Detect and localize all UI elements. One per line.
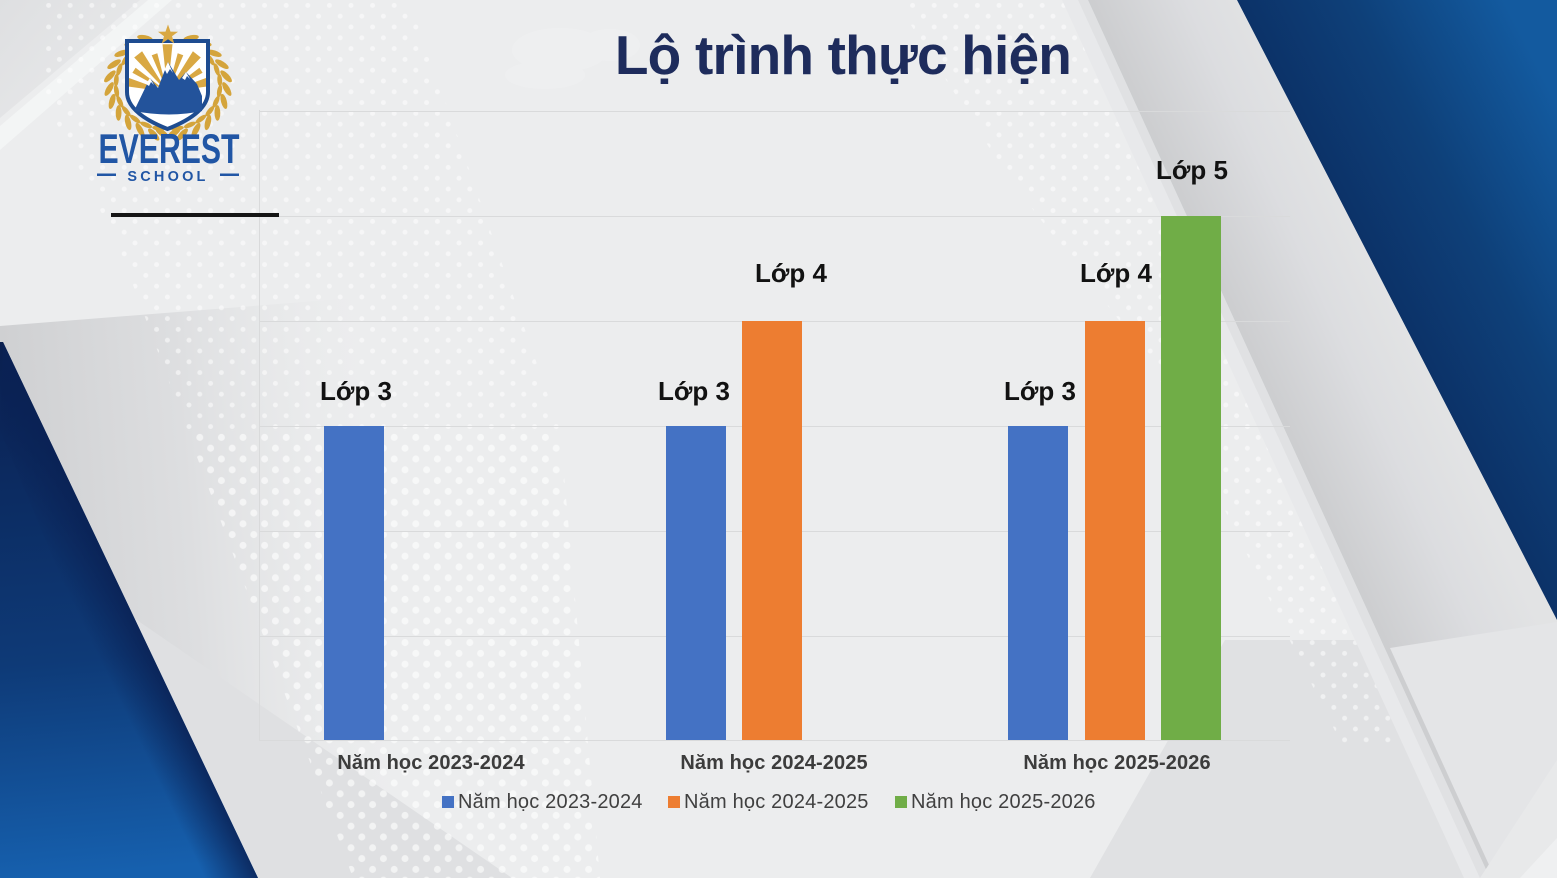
svg-text:SCHOOL: SCHOOL [127,169,208,185]
svg-text:EVEREST: EVEREST [99,125,240,172]
